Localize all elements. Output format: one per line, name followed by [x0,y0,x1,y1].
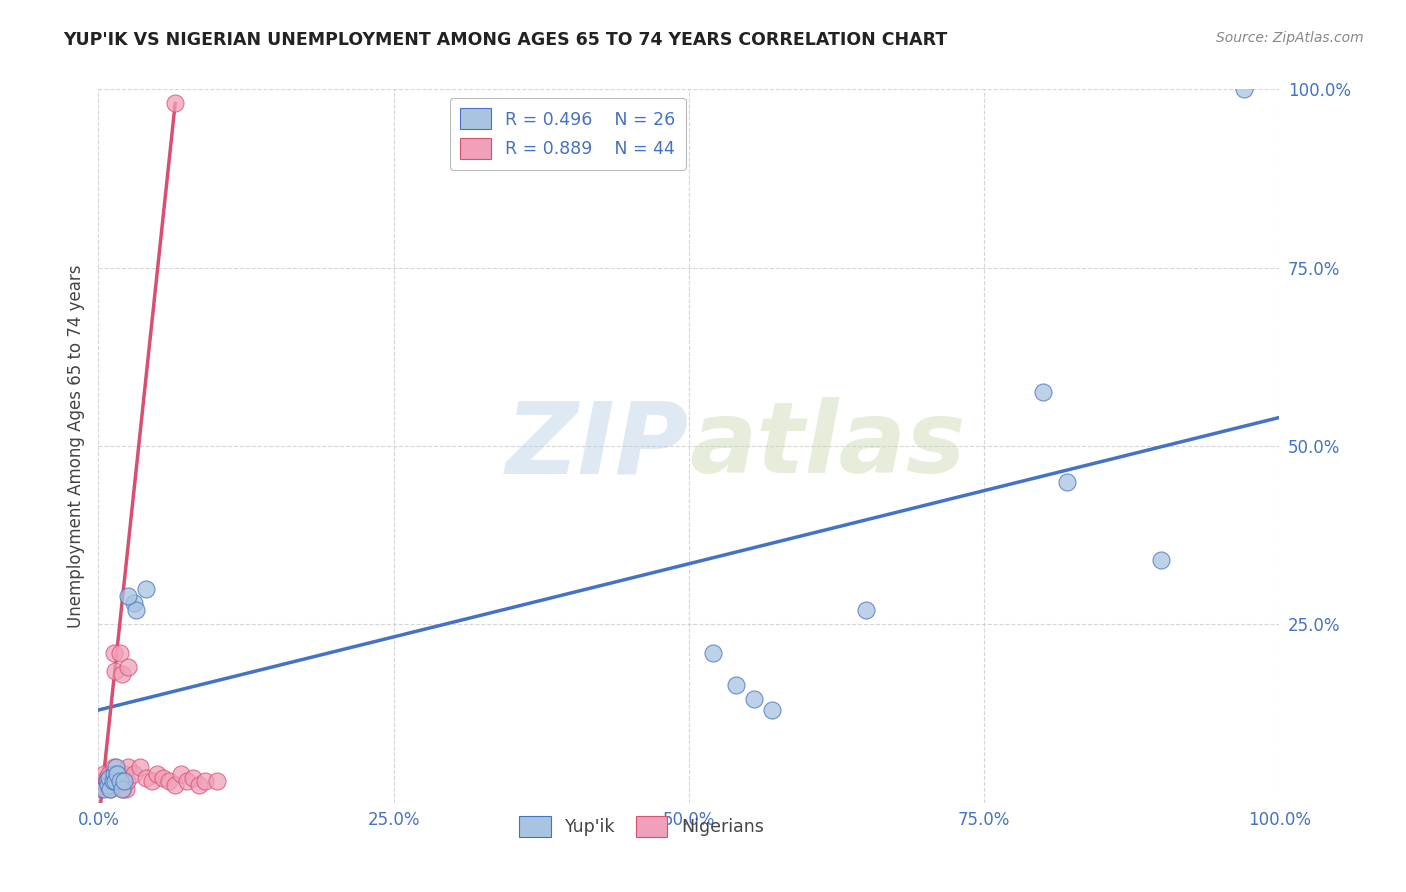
Point [112,781,135,796]
Text: ZIP: ZIP [506,398,689,494]
Point [100,774,122,789]
Point [176,774,198,789]
Point [111,667,134,681]
Point [187,778,209,792]
Text: YUP'IK VS NIGERIAN UNEMPLOYMENT AMONG AGES 65 TO 74 YEARS CORRELATION CHART: YUP'IK VS NIGERIAN UNEMPLOYMENT AMONG AG… [63,31,948,49]
Point [105,760,128,774]
Point [104,767,127,781]
Point [125,603,148,617]
Point [117,660,139,674]
Point [97,778,120,792]
Point [855,603,877,617]
Point [107,767,129,781]
Point [181,771,204,785]
Point [1150,553,1173,567]
Point [103,767,125,781]
Point [122,596,145,610]
Point [135,582,157,596]
Point [98,767,121,781]
Point [111,781,134,796]
Point [115,774,138,789]
Point [1233,82,1256,96]
Point [105,767,128,781]
Point [97,774,120,789]
Point [108,778,131,792]
Point [103,760,125,774]
Point [98,781,121,796]
Point [112,774,135,789]
Point [101,778,124,792]
Point [112,767,135,781]
Text: atlas: atlas [689,398,966,494]
Point [94,778,117,792]
Point [105,771,128,785]
Point [91,778,114,792]
Point [111,774,134,789]
Point [742,692,765,706]
Point [725,678,748,692]
Point [205,774,228,789]
Point [90,781,112,796]
Point [141,774,163,789]
Point [122,767,145,781]
Point [114,781,136,796]
Point [117,760,139,774]
Legend: Yup'ik, Nigerians: Yup'ik, Nigerians [513,809,770,844]
Point [93,781,115,796]
Point [98,771,121,785]
Point [1056,475,1078,489]
Point [104,774,127,789]
Point [108,646,131,660]
Point [101,774,124,789]
Point [104,664,127,678]
Point [146,767,169,781]
Point [702,646,724,660]
Point [165,778,187,792]
Point [108,774,131,789]
Point [170,767,193,781]
Point [761,703,783,717]
Point [105,774,128,789]
Point [194,774,217,789]
Point [117,589,139,603]
Y-axis label: Unemployment Among Ages 65 to 74 years: Unemployment Among Ages 65 to 74 years [66,264,84,628]
Point [96,774,118,789]
Point [165,96,187,111]
Point [128,760,150,774]
Point [93,767,115,781]
Point [103,646,125,660]
Point [152,771,174,785]
Point [91,774,114,789]
Point [98,781,121,796]
Point [157,774,180,789]
Point [1032,385,1054,400]
Text: Source: ZipAtlas.com: Source: ZipAtlas.com [1216,31,1364,45]
Point [135,771,157,785]
Point [96,771,118,785]
